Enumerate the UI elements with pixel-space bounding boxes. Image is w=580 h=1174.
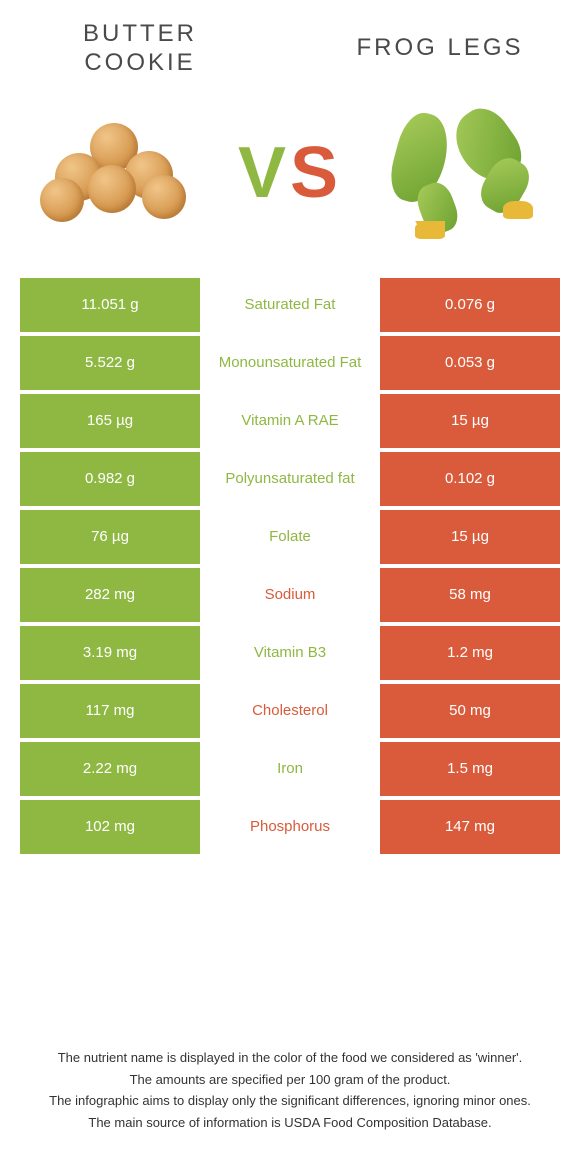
table-row: 3.19 mgVitamin B31.2 mg — [20, 626, 560, 680]
nutrient-label: Phosphorus — [200, 800, 380, 854]
footer-line3: The infographic aims to display only the… — [30, 1091, 550, 1111]
right-value: 1.5 mg — [380, 742, 560, 796]
right-value: 15 µg — [380, 510, 560, 564]
footer-line1: The nutrient name is displayed in the co… — [30, 1048, 550, 1068]
table-row: 282 mgSodium58 mg — [20, 568, 560, 622]
left-value: 165 µg — [20, 394, 200, 448]
left-value: 117 mg — [20, 684, 200, 738]
right-value: 58 mg — [380, 568, 560, 622]
left-food-image — [30, 98, 200, 248]
left-value: 102 mg — [20, 800, 200, 854]
table-row: 5.522 gMonounsaturated Fat0.053 g — [20, 336, 560, 390]
right-value: 1.2 mg — [380, 626, 560, 680]
right-value: 0.076 g — [380, 278, 560, 332]
right-title: Frog legs — [340, 34, 540, 63]
left-value: 2.22 mg — [20, 742, 200, 796]
nutrient-label: Vitamin B3 — [200, 626, 380, 680]
right-value: 0.053 g — [380, 336, 560, 390]
right-value: 147 mg — [380, 800, 560, 854]
right-value: 15 µg — [380, 394, 560, 448]
table-row: 102 mgPhosphorus147 mg — [20, 800, 560, 854]
nutrient-label: Sodium — [200, 568, 380, 622]
footer-notes: The nutrient name is displayed in the co… — [30, 1048, 550, 1134]
nutrient-label: Polyunsaturated fat — [200, 452, 380, 506]
right-food-image — [380, 98, 550, 248]
right-food-title: Frog legs — [340, 20, 540, 78]
footer-line2: The amounts are specified per 100 gram o… — [30, 1070, 550, 1090]
left-value: 0.982 g — [20, 452, 200, 506]
nutrient-label: Iron — [200, 742, 380, 796]
nutrient-table: 11.051 gSaturated Fat0.076 g5.522 gMonou… — [20, 278, 560, 854]
nutrient-label: Folate — [200, 510, 380, 564]
images-row: VS — [0, 78, 580, 278]
vs-v: V — [238, 133, 290, 213]
header: Butter cookie Frog legs — [0, 0, 580, 78]
nutrient-label: Vitamin A RAE — [200, 394, 380, 448]
table-row: 2.22 mgIron1.5 mg — [20, 742, 560, 796]
table-row: 76 µgFolate15 µg — [20, 510, 560, 564]
vs-label: VS — [238, 132, 342, 214]
table-row: 0.982 gPolyunsaturated fat0.102 g — [20, 452, 560, 506]
left-value: 5.522 g — [20, 336, 200, 390]
footer-line4: The main source of information is USDA F… — [30, 1113, 550, 1133]
left-value: 11.051 g — [20, 278, 200, 332]
right-value: 0.102 g — [380, 452, 560, 506]
left-title-line1: Butter — [40, 20, 240, 49]
table-row: 117 mgCholesterol50 mg — [20, 684, 560, 738]
nutrient-label: Monounsaturated Fat — [200, 336, 380, 390]
left-value: 3.19 mg — [20, 626, 200, 680]
vs-s: S — [290, 133, 342, 213]
cookies-icon — [40, 123, 190, 223]
left-title-line2: cookie — [40, 49, 240, 78]
left-value: 76 µg — [20, 510, 200, 564]
right-value: 50 mg — [380, 684, 560, 738]
table-row: 165 µgVitamin A RAE15 µg — [20, 394, 560, 448]
left-value: 282 mg — [20, 568, 200, 622]
left-food-title: Butter cookie — [40, 20, 240, 78]
table-row: 11.051 gSaturated Fat0.076 g — [20, 278, 560, 332]
nutrient-label: Saturated Fat — [200, 278, 380, 332]
nutrient-label: Cholesterol — [200, 684, 380, 738]
froglegs-icon — [385, 103, 545, 243]
